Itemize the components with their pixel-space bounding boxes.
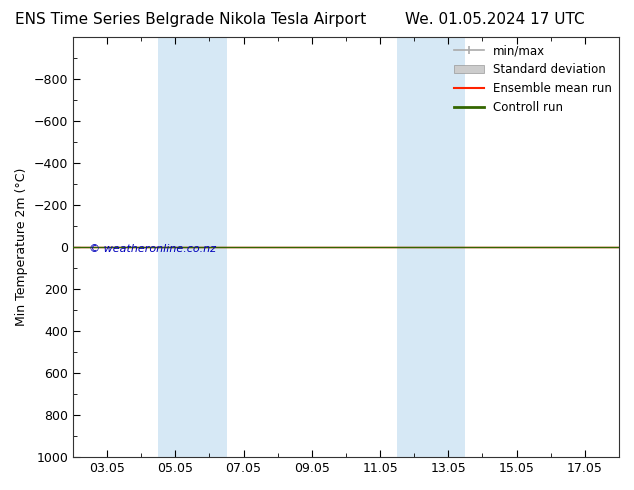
Text: We. 01.05.2024 17 UTC: We. 01.05.2024 17 UTC xyxy=(404,12,585,27)
Y-axis label: Min Temperature 2m (°C): Min Temperature 2m (°C) xyxy=(15,168,28,326)
Legend: min/max, Standard deviation, Ensemble mean run, Controll run: min/max, Standard deviation, Ensemble me… xyxy=(450,39,617,119)
Text: © weatheronline.co.nz: © weatheronline.co.nz xyxy=(89,244,216,254)
Bar xyxy=(397,37,465,457)
Bar xyxy=(158,37,226,457)
Text: ENS Time Series Belgrade Nikola Tesla Airport: ENS Time Series Belgrade Nikola Tesla Ai… xyxy=(15,12,366,27)
